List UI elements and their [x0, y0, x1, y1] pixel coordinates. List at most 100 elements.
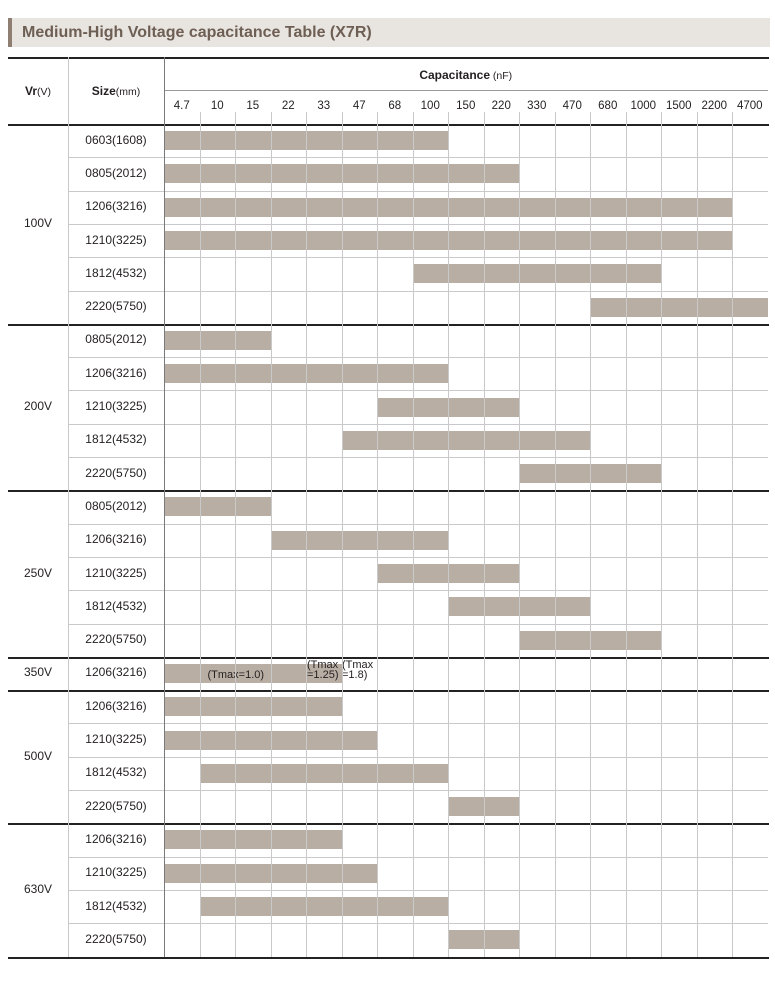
grid-column-tick: [519, 112, 520, 124]
group-divider: [8, 956, 769, 959]
row-divider: [68, 190, 768, 192]
capacitance-column-label: 680: [598, 100, 618, 112]
column-divider: [164, 57, 165, 957]
group-divider: [8, 656, 769, 659]
row-divider: [68, 790, 768, 791]
size-cell: 1206(3216): [85, 365, 147, 380]
grid-column-tick: [696, 112, 698, 124]
row-divider: [68, 290, 768, 292]
size-cell: 1812(4532): [85, 598, 147, 613]
voltage-cell: 350V: [23, 665, 53, 680]
vr-header-unit: (V): [37, 86, 51, 98]
capacitance-range-bar: [164, 697, 342, 717]
capacitance-range-bar: [590, 297, 768, 317]
capacitance-column-label: 1500: [665, 100, 692, 112]
grid-column-tick: [661, 112, 662, 124]
grid-column-tick: [732, 112, 733, 124]
row-divider: [68, 257, 768, 259]
capacitance-range-bar: [199, 763, 448, 783]
row-divider: [68, 923, 768, 925]
size-cell: 1210(3225): [85, 732, 147, 747]
row-divider: [68, 623, 768, 625]
size-header-unit: (mm): [115, 86, 141, 98]
row-divider: [68, 523, 768, 525]
grid-column-tick: [483, 112, 485, 124]
size-cell: 0805(2012): [85, 165, 147, 180]
voltage-cell: 630V: [23, 881, 53, 896]
row-divider: [68, 423, 768, 425]
tmax-note: (Tmax =1.8): [342, 658, 374, 681]
size-cell: 1812(4532): [85, 265, 147, 280]
column-divider: [68, 57, 69, 957]
vr-header-label: Vr: [24, 84, 37, 98]
capacitance-column-label: 220: [491, 100, 511, 112]
grid-column-line: [661, 124, 662, 957]
capacitance-column-label: 150: [456, 100, 476, 112]
grid-column-line: [519, 124, 520, 957]
capacitance-range-bar: [412, 264, 661, 284]
size-cell: 2220(5750): [85, 632, 147, 647]
size-header-label: Size: [91, 84, 116, 98]
tmax-note: (Tmax =1.25): [307, 658, 339, 681]
grid-column-tick: [412, 112, 414, 124]
size-cell: 1812(4532): [85, 898, 147, 913]
grid-column-line: [412, 124, 414, 957]
grid-column-tick: [235, 112, 236, 124]
size-cell: 1812(4532): [85, 765, 147, 780]
grid-column-line: [448, 124, 449, 957]
grid-column-line: [483, 124, 485, 957]
capacitance-column-label: 15: [246, 100, 260, 112]
grid-column-tick: [341, 112, 343, 124]
row-divider: [68, 223, 768, 225]
grid-column-line: [554, 124, 556, 957]
row-divider: [68, 556, 768, 558]
capacitance-range-bar: [164, 663, 342, 683]
capacitance-column-label: 2200: [701, 100, 728, 112]
capacitance-column-label: 1000: [630, 100, 657, 112]
size-cell: 0805(2012): [85, 332, 147, 347]
row-divider: [68, 590, 768, 592]
capacitance-column-label: 100: [420, 100, 440, 112]
size-cell: 1206(3216): [85, 698, 147, 713]
capacitance-range-bar: [164, 497, 271, 517]
size-cell: 1210(3225): [85, 565, 147, 580]
cap-title-divider: [164, 90, 768, 91]
size-cell: 2220(5750): [85, 465, 147, 480]
header-bottom-border: [8, 124, 769, 126]
size-cell: 1206(3216): [85, 665, 147, 680]
grid-column-line: [235, 124, 236, 957]
size-header: Size(mm): [68, 84, 164, 98]
row-divider: [68, 157, 768, 159]
grid-column-line: [377, 124, 378, 957]
size-cell: 2220(5750): [85, 931, 147, 946]
grid-column-tick: [448, 112, 449, 124]
grid-column-line: [696, 124, 698, 957]
capacitance-column-label: 33: [317, 100, 331, 112]
table-top-border: [8, 57, 769, 59]
voltage-cell: 100V: [23, 215, 53, 230]
voltage-cell: 500V: [23, 748, 53, 763]
size-cell: 1206(3216): [85, 532, 147, 547]
voltage-cell: 200V: [23, 399, 53, 414]
capacitance-column-label: 4.7: [173, 100, 190, 112]
grid-column-line: [270, 124, 272, 957]
capacitance-header: Capacitance (nF): [164, 68, 768, 82]
grid-column-line: [590, 124, 591, 957]
capacitance-column-label: 470: [562, 100, 582, 112]
grid-column-line: [199, 124, 201, 957]
group-divider: [8, 323, 769, 326]
row-divider: [68, 357, 768, 359]
size-cell: 1210(3225): [85, 232, 147, 247]
size-cell: 2220(5750): [85, 299, 147, 314]
capacitance-header-unit: (nF): [490, 70, 513, 82]
grid-column-tick: [554, 112, 556, 124]
capacitance-range-bar: [164, 330, 271, 350]
grid-column-tick: [270, 112, 272, 124]
capacitance-range-bar: [270, 530, 448, 550]
group-divider: [8, 823, 769, 826]
size-cell: 1210(3225): [85, 399, 147, 414]
capacitance-range-bar: [341, 430, 590, 450]
capacitance-column-label: 47: [352, 100, 366, 112]
grid-column-tick: [590, 112, 591, 124]
